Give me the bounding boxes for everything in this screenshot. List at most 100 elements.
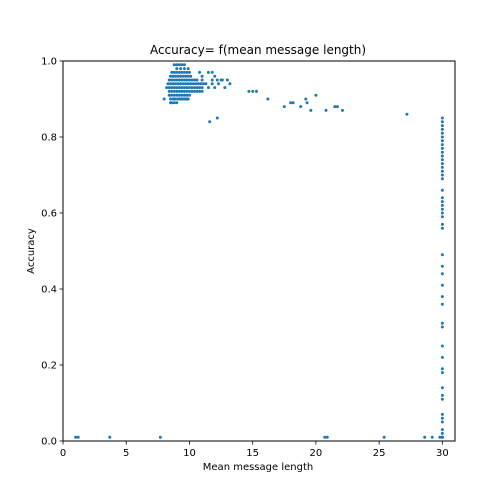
data-point (175, 89, 179, 93)
data-point (186, 67, 190, 71)
data-point (304, 97, 308, 101)
data-point (185, 97, 189, 101)
data-point (440, 253, 444, 257)
data-point (180, 97, 184, 101)
data-point (440, 295, 444, 299)
x-tick-label: 25 (373, 448, 386, 459)
data-point (382, 435, 386, 439)
data-point (193, 86, 197, 90)
data-point (309, 108, 313, 112)
data-point (175, 67, 179, 71)
data-point (185, 89, 189, 93)
data-points (74, 63, 444, 439)
data-point (440, 428, 444, 432)
data-point (187, 89, 191, 93)
data-point (247, 89, 251, 93)
data-point (440, 131, 444, 135)
data-point (440, 162, 444, 166)
data-point (440, 393, 444, 397)
data-point (440, 124, 444, 128)
data-point (210, 78, 214, 82)
data-point (177, 97, 181, 101)
data-point (193, 78, 197, 82)
data-point (177, 86, 181, 90)
data-point (184, 74, 188, 78)
data-point (177, 89, 181, 93)
data-point (190, 89, 194, 93)
data-point (440, 371, 444, 375)
data-point (440, 165, 444, 169)
data-point (440, 272, 444, 276)
x-axis-ticks: 0 5 10 15 20 25 30 (60, 441, 449, 459)
data-point (185, 93, 189, 97)
x-axis-label: Mean message length (203, 462, 313, 473)
data-point (199, 82, 203, 86)
data-point (180, 86, 184, 90)
data-point (182, 63, 186, 67)
data-point (182, 97, 186, 101)
data-point (185, 70, 189, 74)
data-point (172, 86, 176, 90)
data-point (162, 97, 166, 101)
data-point (440, 355, 444, 359)
data-point (196, 82, 200, 86)
data-point (305, 101, 309, 105)
data-point (440, 211, 444, 215)
data-point (440, 139, 444, 143)
data-point (172, 93, 176, 97)
data-point (440, 173, 444, 177)
data-point (440, 169, 444, 173)
data-point (220, 78, 224, 82)
data-point (176, 74, 180, 78)
y-axis-ticks: 0.0 0.2 0.4 0.6 0.8 1.0 (41, 57, 63, 448)
data-point (198, 89, 202, 93)
data-point (170, 93, 174, 97)
data-point (223, 86, 227, 90)
data-point (177, 78, 181, 82)
data-point (200, 74, 204, 78)
y-tick-label: 0.8 (41, 133, 57, 144)
data-point (167, 78, 171, 82)
data-point (181, 82, 185, 86)
data-point (166, 82, 170, 86)
data-point (182, 89, 186, 93)
data-point (158, 435, 162, 439)
data-point (165, 86, 169, 90)
data-point (201, 82, 205, 86)
data-point (172, 97, 176, 101)
data-point (186, 74, 190, 78)
data-point (228, 82, 232, 86)
data-point (210, 70, 214, 74)
data-point (251, 89, 255, 93)
data-point (438, 435, 442, 439)
data-point (185, 86, 189, 90)
data-point (170, 78, 174, 82)
data-point (108, 435, 112, 439)
data-point (440, 203, 444, 207)
data-point (440, 222, 444, 226)
data-point (200, 89, 204, 93)
data-point (193, 89, 197, 93)
data-point (76, 435, 80, 439)
data-point (440, 264, 444, 268)
y-tick-label: 0.6 (41, 209, 57, 220)
data-point (175, 93, 179, 97)
data-point (172, 78, 176, 82)
data-point (333, 105, 337, 109)
data-point (440, 416, 444, 420)
data-point (440, 321, 444, 325)
data-point (440, 397, 444, 401)
data-point (440, 226, 444, 230)
data-point (440, 154, 444, 158)
data-point (174, 82, 178, 86)
y-tick-label: 1.0 (41, 57, 57, 68)
data-point (184, 82, 188, 86)
data-point (174, 74, 178, 78)
data-point (187, 70, 191, 74)
data-point (171, 82, 175, 86)
x-tick-label: 30 (436, 448, 449, 459)
data-point (215, 78, 219, 82)
data-point (225, 78, 229, 82)
plot-area-frame (62, 60, 456, 442)
